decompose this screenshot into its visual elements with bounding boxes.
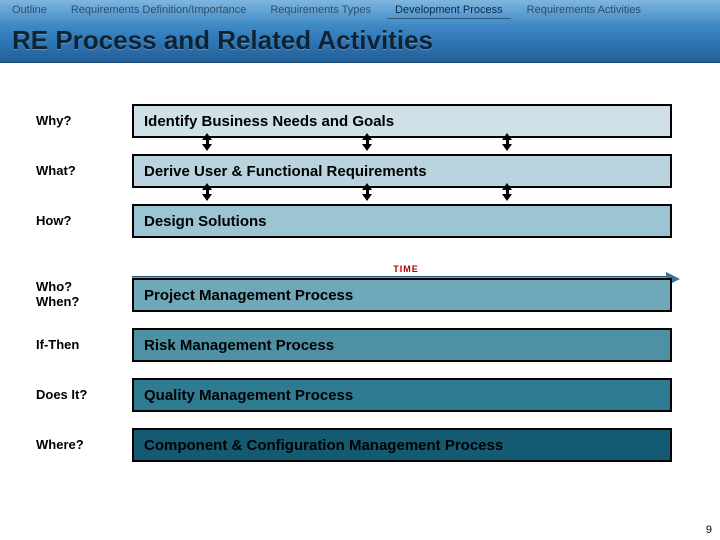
slide-header: Outline Requirements Definition/Importan…	[0, 0, 720, 63]
question-what: What?	[36, 164, 132, 179]
slide-number: 9	[706, 524, 712, 536]
connector-icon	[500, 133, 514, 151]
tab-outline[interactable]: Outline	[0, 0, 59, 18]
connector-icon	[200, 183, 214, 201]
row-how: How? Design Solutions	[36, 203, 700, 239]
connector-icon	[360, 183, 374, 201]
bar-design: Design Solutions	[132, 204, 672, 238]
question-if-then: If-Then	[36, 338, 132, 353]
question-does-it: Does It?	[36, 388, 132, 403]
bar-risk-process: Risk Management Process	[132, 328, 672, 362]
row-if-then: If-Then Risk Management Process	[36, 327, 700, 363]
connector-icon	[360, 133, 374, 151]
bar-pm-process: Project Management Process	[132, 278, 672, 312]
page-title: RE Process and Related Activities	[12, 25, 433, 56]
connector-icon	[500, 183, 514, 201]
tab-req-types[interactable]: Requirements Types	[258, 0, 383, 18]
bar-config-process: Component & Configuration Management Pro…	[132, 428, 672, 462]
bar-quality-process: Quality Management Process	[132, 378, 672, 412]
row-who-when: Who? When? Project Management Process	[36, 277, 700, 313]
connector-icon	[200, 133, 214, 151]
tab-req-def[interactable]: Requirements Definition/Importance	[59, 0, 258, 18]
question-how: How?	[36, 214, 132, 229]
breadcrumb-tabs: Outline Requirements Definition/Importan…	[0, 0, 720, 18]
question-where: Where?	[36, 438, 132, 453]
tab-req-activities[interactable]: Requirements Activities	[515, 0, 653, 18]
tab-dev-process[interactable]: Development Process	[383, 0, 515, 18]
row-does-it: Does It? Quality Management Process	[36, 377, 700, 413]
diagram-area: Why? Identify Business Needs and Goals W…	[0, 63, 720, 503]
question-why: Why?	[36, 114, 132, 129]
question-who-when: Who? When?	[36, 280, 132, 310]
row-where: Where? Component & Configuration Managem…	[36, 427, 700, 463]
time-label: TIME	[132, 264, 680, 274]
